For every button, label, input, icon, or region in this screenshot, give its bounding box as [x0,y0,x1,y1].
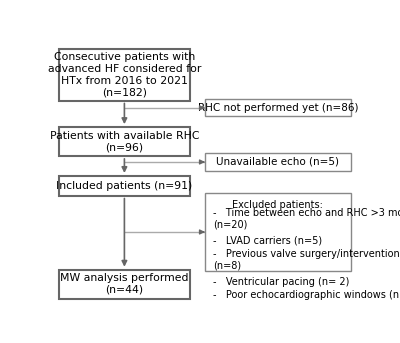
Text: Unavailable echo (n=5): Unavailable echo (n=5) [216,157,339,167]
FancyBboxPatch shape [59,176,190,196]
Text: Consecutive patients with
advanced HF considered for
HTx from 2016 to 2021
(n=18: Consecutive patients with advanced HF co… [48,52,201,97]
Text: -   LVAD carriers (n=5): - LVAD carriers (n=5) [213,236,322,246]
Text: -   Ventricular pacing (n= 2): - Ventricular pacing (n= 2) [213,277,349,287]
Text: Included patients (n=91): Included patients (n=91) [56,181,192,191]
Text: Excluded patients:: Excluded patients: [232,200,323,210]
Text: -   Time between echo and RHC >3 months
(n=20): - Time between echo and RHC >3 months (n… [213,208,400,230]
FancyBboxPatch shape [59,127,190,156]
FancyBboxPatch shape [205,99,351,116]
FancyBboxPatch shape [205,193,351,271]
FancyBboxPatch shape [59,270,190,299]
Text: -   Previous valve surgery/interventions
(n=8): - Previous valve surgery/interventions (… [213,249,400,271]
FancyBboxPatch shape [205,153,351,170]
Text: MW analysis performed
(n=44): MW analysis performed (n=44) [60,273,189,295]
Text: RHC not performed yet (n=86): RHC not performed yet (n=86) [198,103,358,113]
Text: Patients with available RHC
(n=96): Patients with available RHC (n=96) [50,131,199,152]
Text: -   Poor echocardiographic windows (n=13): - Poor echocardiographic windows (n=13) [213,291,400,300]
FancyBboxPatch shape [59,49,190,100]
